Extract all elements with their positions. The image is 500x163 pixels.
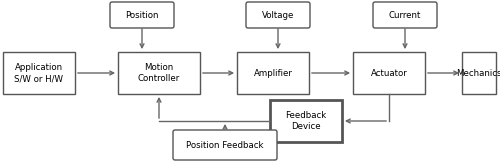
FancyBboxPatch shape — [246, 2, 310, 28]
Text: Amplifier: Amplifier — [254, 68, 292, 77]
Bar — [353, 52, 425, 94]
Bar — [237, 52, 309, 94]
FancyBboxPatch shape — [173, 130, 277, 160]
Text: Feedback
Device: Feedback Device — [286, 111, 327, 131]
Text: Motion
Controller: Motion Controller — [138, 63, 180, 83]
Bar — [270, 100, 342, 142]
Text: Mechanics: Mechanics — [456, 68, 500, 77]
Text: Application
S/W or H/W: Application S/W or H/W — [14, 63, 64, 83]
Text: Current: Current — [389, 10, 421, 20]
Text: Voltage: Voltage — [262, 10, 294, 20]
Bar — [462, 52, 496, 94]
Text: Position Feedback: Position Feedback — [186, 141, 264, 149]
Text: Position: Position — [125, 10, 159, 20]
FancyBboxPatch shape — [110, 2, 174, 28]
FancyBboxPatch shape — [373, 2, 437, 28]
Bar — [3, 52, 75, 94]
Bar — [118, 52, 200, 94]
Text: Actuator: Actuator — [370, 68, 408, 77]
